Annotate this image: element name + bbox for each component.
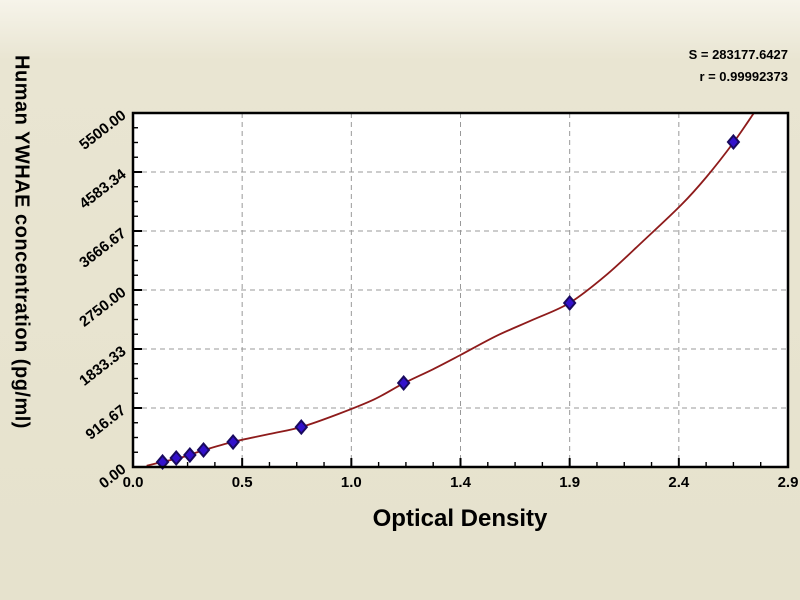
- x-tick-label: 1.4: [450, 474, 471, 491]
- data-point-marker: [155, 453, 170, 471]
- data-point-marker: [196, 441, 211, 459]
- x-axis-title: Optical Density: [372, 505, 548, 532]
- std-error-value: S = 283177.6427: [688, 47, 788, 62]
- data-point-marker: [562, 294, 577, 312]
- x-tick-label: 1.9: [559, 474, 581, 491]
- data-points: [155, 133, 741, 471]
- data-point-marker: [294, 419, 309, 436]
- data-point-marker: [726, 133, 741, 151]
- x-tick-label: 0.0: [122, 474, 144, 491]
- fitted-curve-line: [146, 113, 755, 467]
- x-tick-label: 0.5: [231, 474, 253, 491]
- plot-frame: [131, 111, 790, 469]
- fit-statistics: S = 283177.6427 r = 0.99992373: [689, 44, 788, 88]
- grid-lines: [133, 113, 788, 467]
- data-point-marker: [226, 433, 240, 451]
- correlation-value: r = 0.99992373: [699, 69, 788, 84]
- data-point-marker: [169, 449, 184, 467]
- x-tick-label: 2.4: [668, 474, 690, 491]
- x-tick-label: 1.0: [340, 474, 362, 491]
- y-axis-title: Human YWHAE concentration (pg/ml): [10, 55, 33, 429]
- data-point-marker: [396, 374, 411, 392]
- data-point-marker: [183, 446, 197, 464]
- x-tick-label: 2.9: [777, 474, 799, 491]
